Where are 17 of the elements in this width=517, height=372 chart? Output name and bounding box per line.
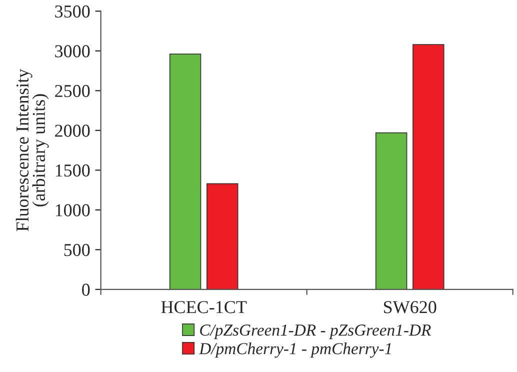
- legend-label: C/pZsGreen1-DR - pZsGreen1-DR: [200, 324, 431, 340]
- y-tick-label: 2500: [55, 84, 90, 98]
- y-axis-title: Fluorescence Intensity (arbitrary units): [16, 68, 49, 232]
- y-tick-label: 500: [64, 244, 90, 256]
- bar: [206, 183, 238, 290]
- bar: [375, 132, 408, 290]
- x-tick-label: SW620: [384, 301, 436, 314]
- bar: [412, 44, 444, 290]
- bar: [169, 54, 202, 290]
- y-tick-label: 1000: [56, 204, 90, 216]
- y-tick-label: 3000: [55, 45, 90, 58]
- legend-label: D/pmCherry-1 - pmCherry-1: [198, 342, 391, 358]
- y-tick-label: 2000: [55, 124, 90, 137]
- y-tick-label: 0: [82, 284, 90, 296]
- y-tick-label: 1500: [56, 164, 90, 177]
- y-tick-label: 3500: [55, 5, 90, 18]
- x-tick-label: HCEC-1CT: [161, 301, 247, 314]
